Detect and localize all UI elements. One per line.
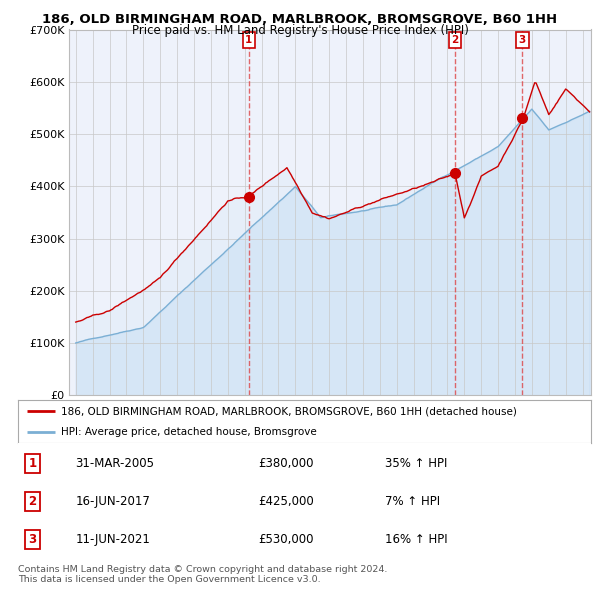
Text: 16% ↑ HPI: 16% ↑ HPI — [385, 533, 448, 546]
Text: 3: 3 — [28, 533, 37, 546]
Text: 31-MAR-2005: 31-MAR-2005 — [76, 457, 154, 470]
Text: 186, OLD BIRMINGHAM ROAD, MARLBROOK, BROMSGROVE, B60 1HH (detached house): 186, OLD BIRMINGHAM ROAD, MARLBROOK, BRO… — [61, 407, 517, 417]
Text: 7% ↑ HPI: 7% ↑ HPI — [385, 495, 440, 508]
Text: 186, OLD BIRMINGHAM ROAD, MARLBROOK, BROMSGROVE, B60 1HH: 186, OLD BIRMINGHAM ROAD, MARLBROOK, BRO… — [43, 13, 557, 26]
Text: HPI: Average price, detached house, Bromsgrove: HPI: Average price, detached house, Brom… — [61, 427, 317, 437]
Text: 16-JUN-2017: 16-JUN-2017 — [76, 495, 150, 508]
Text: 2: 2 — [452, 35, 459, 45]
Text: £530,000: £530,000 — [259, 533, 314, 546]
Text: 35% ↑ HPI: 35% ↑ HPI — [385, 457, 447, 470]
Text: This data is licensed under the Open Government Licence v3.0.: This data is licensed under the Open Gov… — [18, 575, 320, 584]
Text: Price paid vs. HM Land Registry's House Price Index (HPI): Price paid vs. HM Land Registry's House … — [131, 24, 469, 37]
Text: 3: 3 — [519, 35, 526, 45]
Text: £380,000: £380,000 — [259, 457, 314, 470]
Text: 11-JUN-2021: 11-JUN-2021 — [76, 533, 150, 546]
Text: £425,000: £425,000 — [259, 495, 314, 508]
Text: 1: 1 — [245, 35, 253, 45]
Text: Contains HM Land Registry data © Crown copyright and database right 2024.: Contains HM Land Registry data © Crown c… — [18, 565, 388, 574]
Text: 1: 1 — [28, 457, 37, 470]
Text: 2: 2 — [28, 495, 37, 508]
